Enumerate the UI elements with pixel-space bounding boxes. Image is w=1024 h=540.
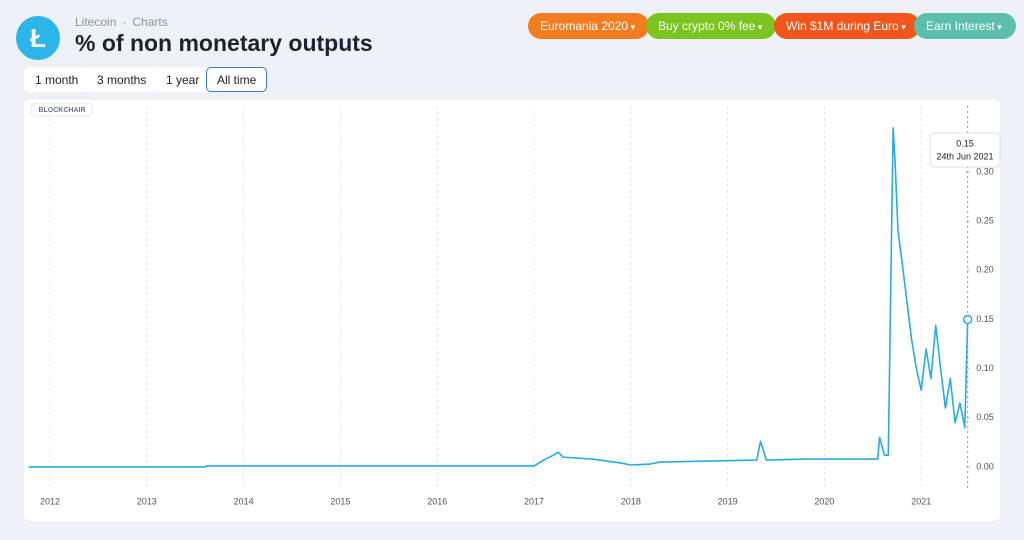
section[interactable]: Charts — [132, 15, 168, 29]
brand[interactable]: Litecoin — [75, 15, 117, 29]
hover-point — [962, 314, 973, 325]
promo-button[interactable]: Euromania 2020 — [528, 13, 650, 39]
x-tick-label: 2020 — [814, 496, 834, 506]
page-title: % of non monetary outputs — [75, 30, 373, 56]
range-button[interactable]: All time — [206, 67, 268, 92]
x-tick-label: 2016 — [427, 496, 447, 506]
watermark-box — [30, 102, 94, 117]
breadcrumb: Litecoin · Charts — [75, 15, 168, 29]
x-tick-label: 2012 — [40, 496, 60, 506]
range-button[interactable]: 1 month — [24, 67, 90, 92]
x-tick-label: 2018 — [621, 496, 641, 506]
y-tick-label: 0.30 — [976, 166, 994, 176]
promo-button[interactable]: Earn Interest — [914, 13, 1016, 39]
x-tick-label: 2021 — [911, 496, 931, 506]
tooltip-box — [929, 132, 1001, 168]
x-tick-label: 2015 — [330, 496, 350, 506]
range-button[interactable]: 3 months — [86, 67, 158, 92]
y-tick-label: 0.15 — [976, 314, 994, 324]
x-tick-label: 2019 — [718, 496, 738, 506]
watermark: BLOCKCHAIR — [38, 107, 85, 114]
y-tick-label: 0.20 — [976, 265, 994, 275]
x-tick-label: 2014 — [234, 496, 254, 506]
promo-button[interactable]: Buy crypto 0% fee — [646, 13, 777, 39]
x-tick-label: 2017 — [524, 496, 544, 506]
y-tick-label: 0.05 — [976, 412, 994, 422]
tooltip-value: 0.15 — [956, 138, 974, 148]
coin-logo: Ł — [16, 16, 60, 60]
y-tick-label: 0.10 — [976, 363, 994, 373]
tooltip-date: 24th Jun 2021 — [936, 151, 993, 161]
y-tick-label: 0.00 — [976, 461, 994, 471]
promo-button[interactable]: Win $1M during Euro — [774, 13, 920, 39]
data-line — [28, 126, 969, 468]
y-tick-label: 0.25 — [976, 216, 994, 226]
range-button[interactable]: 1 year — [155, 67, 211, 92]
x-tick-label: 2013 — [137, 496, 157, 506]
chart-panel — [24, 100, 1000, 521]
